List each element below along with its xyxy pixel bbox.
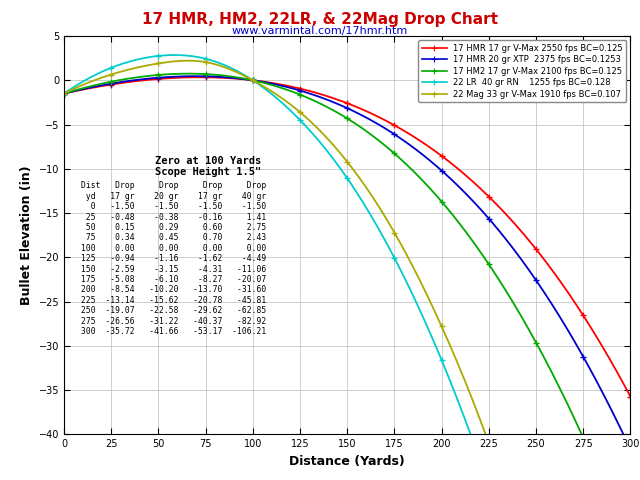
22 Mag 33 gr V-Max 1910 fps BC=0.107	[488, 448, 495, 454]
Text: 17 HMR, HM2, 22LR, & 22Mag Drop Chart: 17 HMR, HM2, 22LR, & 22Mag Drop Chart	[142, 12, 498, 27]
22 Mag 33 gr V-Max 1910 fps BC=0.107	[439, 327, 447, 333]
22 LR  40 gr RN    1255 fps BC=0.128	[207, 57, 214, 63]
17 HM2 17 gr V-Max 2100 fps BC=0.125	[60, 91, 68, 96]
22 LR  40 gr RN    1255 fps BC=0.128	[395, 264, 403, 269]
17 HMR 20 gr XTP  2375 fps BC=0.1253	[207, 73, 214, 79]
17 HM2 17 gr V-Max 2100 fps BC=0.125	[207, 72, 214, 77]
17 HMR 20 gr XTP  2375 fps BC=0.1253	[161, 74, 168, 80]
17 HM2 17 gr V-Max 2100 fps BC=0.125	[439, 201, 447, 206]
17 HM2 17 gr V-Max 2100 fps BC=0.125	[317, 101, 325, 107]
17 HMR 20 gr XTP  2375 fps BC=0.1253	[488, 219, 495, 225]
Line: 22 Mag 33 gr V-Max 1910 fps BC=0.107: 22 Mag 33 gr V-Max 1910 fps BC=0.107	[64, 60, 630, 480]
22 Mag 33 gr V-Max 1910 fps BC=0.107	[395, 237, 403, 243]
Legend: 17 HMR 17 gr V-Max 2550 fps BC=0.125, 17 HMR 20 gr XTP  2375 fps BC=0.1253, 17 H: 17 HMR 17 gr V-Max 2550 fps BC=0.125, 17…	[419, 40, 626, 102]
Line: 17 HM2 17 gr V-Max 2100 fps BC=0.125: 17 HM2 17 gr V-Max 2100 fps BC=0.125	[64, 73, 630, 480]
17 HMR 20 gr XTP  2375 fps BC=0.1253	[60, 91, 68, 96]
17 HM2 17 gr V-Max 2100 fps BC=0.125	[395, 155, 403, 160]
17 HMR 17 gr V-Max 2550 fps BC=0.125	[488, 196, 495, 202]
17 HMR 17 gr V-Max 2550 fps BC=0.125	[60, 91, 68, 96]
17 HMR 20 gr XTP  2375 fps BC=0.1253	[191, 73, 199, 79]
17 HMR 17 gr V-Max 2550 fps BC=0.125	[207, 74, 214, 80]
Text: www.varmintal.com/17hmr.htm: www.varmintal.com/17hmr.htm	[232, 26, 408, 36]
17 HMR 17 gr V-Max 2550 fps BC=0.125	[317, 91, 325, 97]
17 HMR 17 gr V-Max 2550 fps BC=0.125	[627, 394, 634, 399]
22 LR  40 gr RN    1255 fps BC=0.128	[60, 91, 68, 96]
22 Mag 33 gr V-Max 1910 fps BC=0.107	[207, 60, 214, 66]
Line: 17 HMR 20 gr XTP  2375 fps BC=0.1253: 17 HMR 20 gr XTP 2375 fps BC=0.1253	[64, 76, 630, 449]
17 HM2 17 gr V-Max 2100 fps BC=0.125	[161, 72, 168, 77]
17 HMR 17 gr V-Max 2550 fps BC=0.125	[161, 76, 168, 82]
22 LR  40 gr RN    1255 fps BC=0.128	[171, 52, 179, 58]
17 HMR 20 gr XTP  2375 fps BC=0.1253	[395, 134, 403, 140]
22 Mag 33 gr V-Max 1910 fps BC=0.107	[60, 91, 68, 96]
Line: 22 LR  40 gr RN    1255 fps BC=0.128: 22 LR 40 gr RN 1255 fps BC=0.128	[64, 55, 630, 480]
17 HMR 20 gr XTP  2375 fps BC=0.1253	[627, 446, 634, 452]
22 Mag 33 gr V-Max 1910 fps BC=0.107	[317, 129, 325, 135]
17 HMR 17 gr V-Max 2550 fps BC=0.125	[196, 74, 204, 80]
17 HMR 17 gr V-Max 2550 fps BC=0.125	[395, 125, 403, 131]
17 HMR 20 gr XTP  2375 fps BC=0.1253	[317, 95, 325, 100]
Line: 17 HMR 17 gr V-Max 2550 fps BC=0.125: 17 HMR 17 gr V-Max 2550 fps BC=0.125	[64, 77, 630, 396]
22 LR  40 gr RN    1255 fps BC=0.128	[317, 141, 325, 146]
Text: Dist   Drop     Drop     Drop     Drop
 yd   17 gr    20 gr    17 gr    40 gr
  : Dist Drop Drop Drop Drop yd 17 gr 20 gr …	[81, 181, 266, 336]
17 HMR 20 gr XTP  2375 fps BC=0.1253	[439, 169, 447, 175]
22 LR  40 gr RN    1255 fps BC=0.128	[161, 52, 168, 58]
Y-axis label: Bullet Elevation (in): Bullet Elevation (in)	[20, 166, 33, 305]
17 HM2 17 gr V-Max 2100 fps BC=0.125	[185, 71, 193, 76]
22 LR  40 gr RN    1255 fps BC=0.128	[439, 361, 447, 367]
22 Mag 33 gr V-Max 1910 fps BC=0.107	[184, 58, 192, 63]
Text: Zero at 100 Yards
Scope Height 1.5": Zero at 100 Yards Scope Height 1.5"	[156, 156, 262, 177]
22 Mag 33 gr V-Max 1910 fps BC=0.107	[161, 60, 168, 65]
17 HM2 17 gr V-Max 2100 fps BC=0.125	[488, 265, 495, 271]
17 HMR 17 gr V-Max 2550 fps BC=0.125	[439, 154, 447, 160]
X-axis label: Distance (Yards): Distance (Yards)	[289, 455, 405, 468]
